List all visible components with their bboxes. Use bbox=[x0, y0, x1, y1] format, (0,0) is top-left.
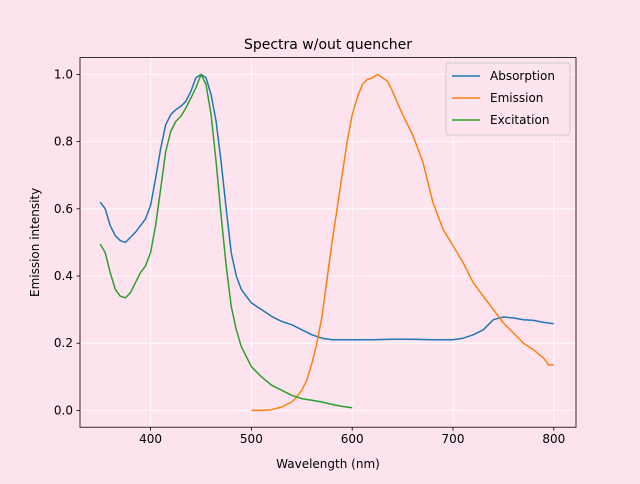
y-tick-label: 0.6 bbox=[54, 202, 73, 216]
y-tick-label: 0.2 bbox=[54, 336, 73, 350]
legend-frame bbox=[445, 62, 571, 136]
legend-entries: Absorption Emission Excitation bbox=[452, 69, 555, 127]
x-tick-label: 600 bbox=[341, 432, 364, 446]
y-tick-label: 1.0 bbox=[54, 67, 73, 81]
legend-label-excitation: Excitation bbox=[490, 113, 549, 127]
y-axis-ticks: 0.0 0.2 0.4 0.6 0.8 1.0 bbox=[54, 67, 80, 417]
chart-title: Spectra w/out quencher bbox=[244, 37, 412, 53]
x-tick-label: 800 bbox=[542, 432, 565, 446]
x-axis-ticks: 400 500 600 700 800 bbox=[139, 427, 565, 446]
legend-label-emission: Emission bbox=[490, 91, 543, 105]
y-tick-label: 0.0 bbox=[54, 403, 73, 417]
series-lines bbox=[99, 73, 554, 412]
x-tick-label: 400 bbox=[139, 432, 162, 446]
x-tick-label: 700 bbox=[442, 432, 465, 446]
plot-frame bbox=[79, 57, 577, 428]
series-line-absorption bbox=[99, 73, 554, 341]
legend: Absorption Emission Excitation bbox=[445, 62, 571, 136]
x-tick-label: 500 bbox=[240, 432, 263, 446]
series-line-emission bbox=[251, 73, 554, 412]
y-axis-label: Emission intensity bbox=[28, 188, 42, 297]
y-tick-label: 0.8 bbox=[54, 135, 73, 149]
series-line-excitation bbox=[99, 73, 353, 409]
y-tick-label: 0.4 bbox=[54, 269, 73, 283]
x-axis-label: Wavelength (nm) bbox=[276, 457, 380, 471]
legend-label-absorption: Absorption bbox=[490, 69, 555, 83]
